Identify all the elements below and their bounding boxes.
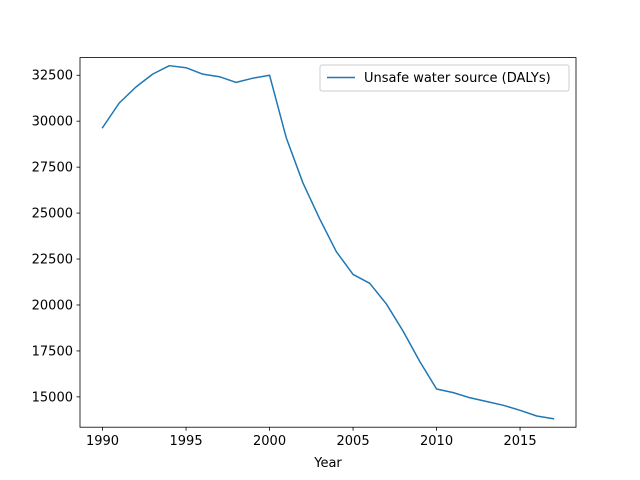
data-point	[269, 74, 271, 76]
x-tick-label: 1990	[86, 434, 119, 449]
y-tick-label: 25000	[32, 207, 73, 222]
data-point	[152, 73, 154, 75]
data-point	[436, 388, 438, 390]
plot-frame	[79, 57, 577, 428]
series-line	[101, 64, 555, 420]
data-point	[235, 82, 237, 84]
data-point	[219, 76, 221, 78]
y-axis-ticks: 15000 17500 20000 22500 25000 27500 30000 32500	[32, 69, 80, 405]
data-point	[369, 282, 371, 284]
y-tick-label: 32500	[32, 69, 73, 84]
data-point	[302, 182, 304, 184]
y-tick-label: 27500	[32, 161, 73, 176]
data-point	[502, 404, 504, 406]
data-point	[452, 392, 454, 394]
y-tick-label: 20000	[32, 298, 73, 313]
data-point	[553, 418, 555, 420]
series-layer	[101, 64, 555, 420]
data-point	[185, 67, 187, 69]
data-point	[102, 127, 104, 129]
legend: Unsafe water source (DALYs)	[319, 64, 570, 92]
y-tick-label: 22500	[32, 253, 73, 268]
data-point	[352, 274, 354, 276]
data-point	[419, 361, 421, 363]
data-point	[252, 77, 254, 79]
y-tick-label: 30000	[32, 115, 73, 130]
data-point	[469, 397, 471, 399]
data-point	[386, 303, 388, 305]
data-point	[486, 401, 488, 403]
data-point	[319, 218, 321, 220]
x-tick-label: 2000	[253, 434, 286, 449]
legend-label: Unsafe water source (DALYs)	[364, 71, 551, 86]
data-point	[519, 409, 521, 411]
x-tick-label: 1995	[170, 434, 203, 449]
data-point	[335, 251, 337, 253]
data-point	[536, 415, 538, 417]
data-point	[285, 137, 287, 139]
data-point	[135, 86, 137, 88]
x-tick-label: 2010	[420, 434, 453, 449]
x-tick-label: 2005	[337, 434, 370, 449]
legend-box	[319, 64, 570, 92]
data-point	[168, 65, 170, 67]
x-axis-label: Year	[313, 456, 342, 471]
data-point	[118, 102, 120, 104]
y-tick-label: 15000	[32, 390, 73, 405]
data-point	[402, 330, 404, 332]
plot-area	[80, 57, 576, 428]
x-axis-ticks: 1990 1995 2000 2005 2010 2015	[86, 427, 537, 449]
x-tick-label: 2015	[504, 434, 537, 449]
y-tick-label: 17500	[32, 344, 73, 359]
data-point	[202, 73, 204, 75]
